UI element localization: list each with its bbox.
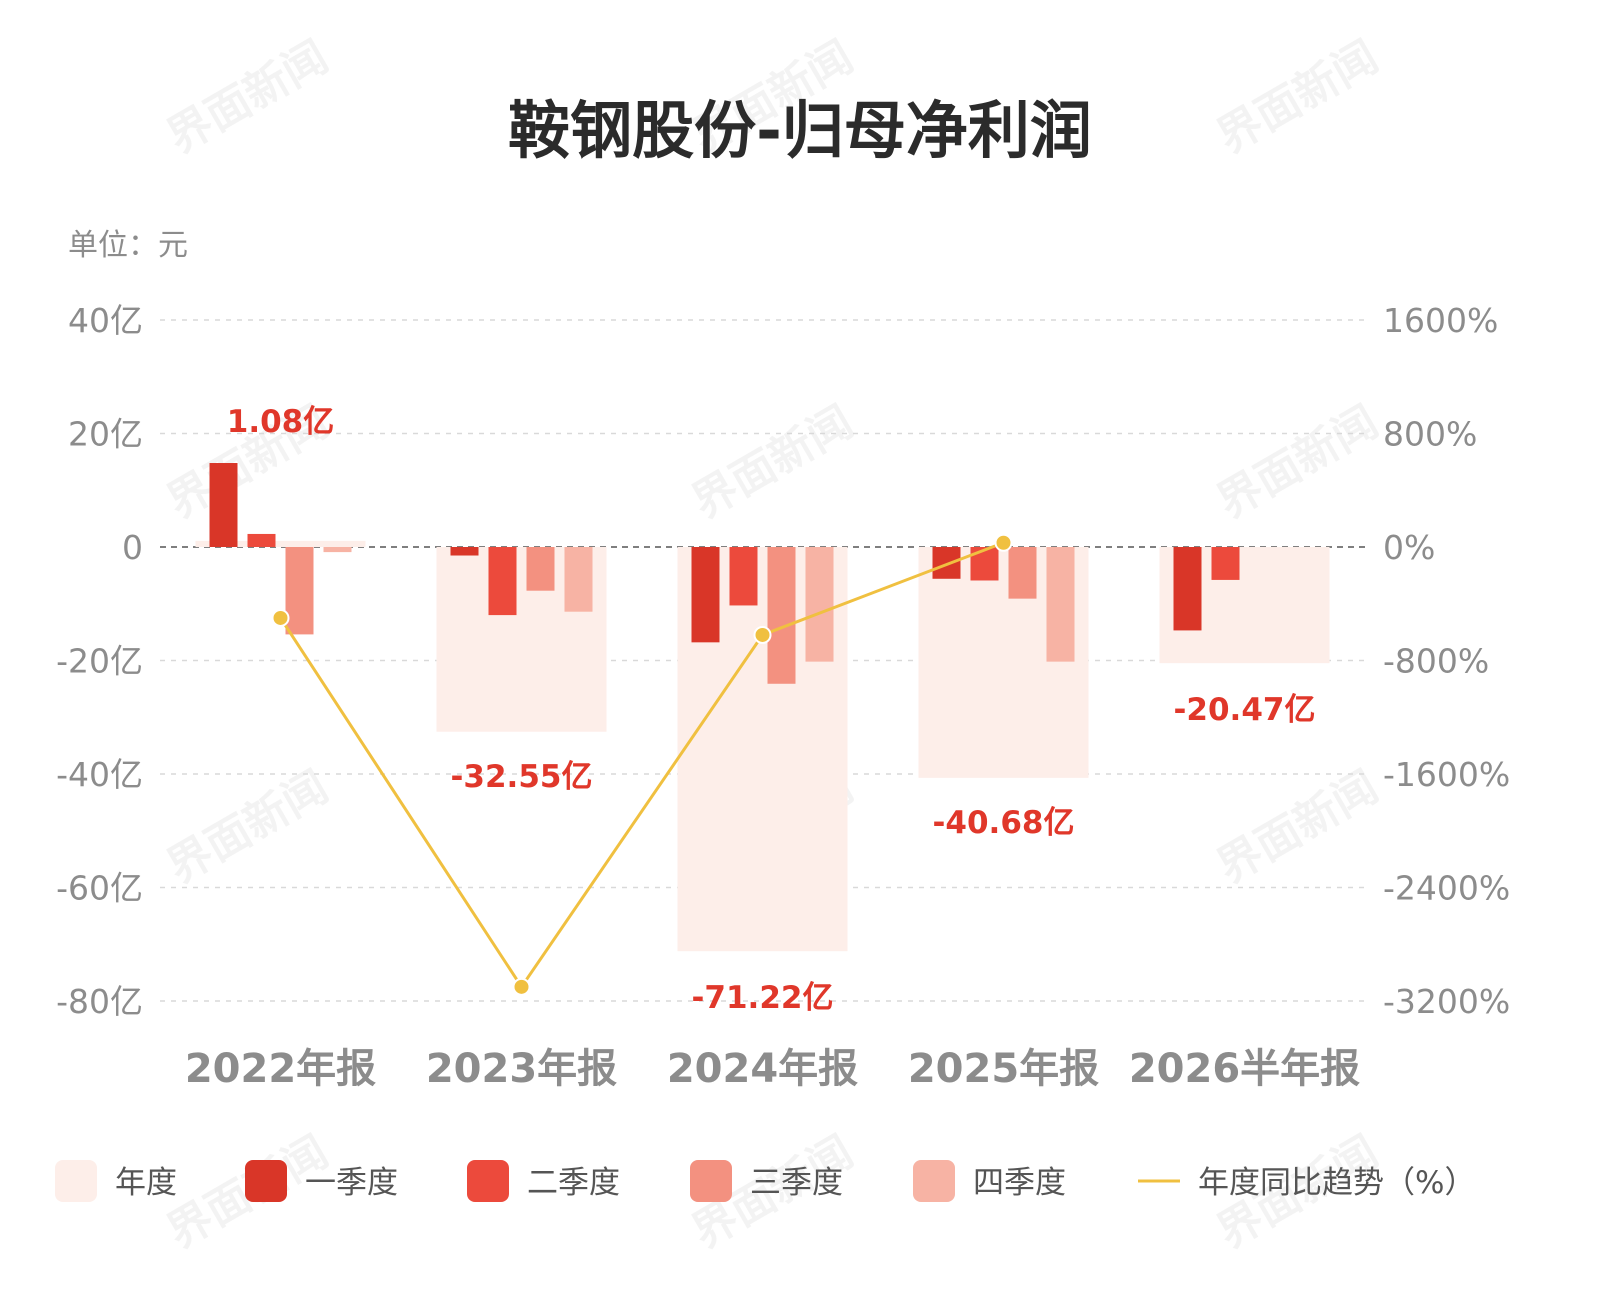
quarter-bar-q3	[285, 547, 314, 635]
quarter-bars	[209, 463, 1240, 684]
watermark-4: 界面新闻	[684, 396, 862, 528]
quarter-bar-q1	[932, 547, 961, 579]
y-left-tick: -20亿	[56, 642, 143, 681]
legend-label: 年度同比趋势（%）	[1198, 1165, 1475, 1201]
quarter-bar-q1	[209, 463, 238, 547]
yoy-point	[753, 625, 772, 644]
y-right-tick: 1600%	[1383, 301, 1498, 340]
watermark-8: 界面新闻	[1209, 761, 1387, 893]
annual-value-label: 1.08亿	[227, 404, 335, 440]
y-right-tick: 0%	[1383, 528, 1435, 567]
yoy-point	[271, 608, 290, 627]
annual-value-label: -32.55亿	[451, 759, 593, 795]
legend-swatch	[913, 1160, 955, 1202]
y-left-tick: -40亿	[56, 755, 143, 794]
chart-labels: 40亿 1600% 20亿 800% 0 0% -20亿 -800% -40亿 -1600% -60…	[56, 301, 1510, 1092]
y-left-tick: -80亿	[56, 982, 143, 1021]
quarter-bar-q4	[805, 547, 834, 662]
quarter-bar-q2	[970, 547, 999, 581]
watermark-0: 界面新闻	[159, 31, 337, 163]
y-right-tick: -800%	[1383, 642, 1489, 681]
quarter-bar-q3	[1008, 547, 1037, 599]
annual-value-label: -20.47亿	[1174, 692, 1316, 728]
legend-label: 年度	[115, 1165, 177, 1201]
y-left-tick: 0	[122, 528, 143, 567]
quarter-bar-q4	[1046, 547, 1075, 662]
quarter-bar-q3	[526, 547, 555, 591]
yoy-point	[994, 533, 1013, 552]
watermark-6: 界面新闻	[159, 761, 337, 893]
watermark-5: 界面新闻	[1209, 396, 1387, 528]
watermark-2: 界面新闻	[1209, 31, 1387, 163]
quarter-bar-q1	[1173, 547, 1202, 631]
quarter-bar-q1	[691, 547, 720, 643]
x-category-label: 2025年报	[908, 1046, 1099, 1092]
legend: 年度 一季度 二季度 三季度 四季度 年度同比趋势（%）	[55, 1160, 1475, 1202]
yoy-trend-line	[279, 541, 1005, 990]
quarter-bar-q1	[450, 547, 479, 556]
chart-title: 鞍钢股份-归母净利润	[508, 94, 1092, 167]
quarter-bar-q2	[729, 547, 758, 606]
yoy-line	[271, 533, 1013, 996]
y-left-tick: 40亿	[68, 301, 143, 340]
legend-swatch	[55, 1160, 97, 1202]
legend-label: 四季度	[973, 1165, 1066, 1201]
legend-label: 三季度	[750, 1165, 843, 1201]
y-right-tick: 800%	[1383, 415, 1477, 454]
x-category-label: 2026半年报	[1129, 1046, 1360, 1092]
y-left-tick: -60亿	[56, 869, 143, 908]
y-right-tick: -2400%	[1383, 869, 1510, 908]
legend-swatch	[245, 1160, 287, 1202]
quarter-bar-q4	[564, 547, 593, 612]
x-category-label: 2024年报	[667, 1046, 858, 1092]
quarter-bar-q3	[767, 547, 796, 684]
x-category-label: 2023年报	[426, 1046, 617, 1092]
quarter-bar-q2	[247, 533, 276, 547]
quarter-bar-q4	[323, 547, 352, 553]
yoy-point	[512, 977, 531, 996]
x-category-label: 2022年报	[185, 1046, 376, 1092]
annual-value-label: -40.68亿	[933, 805, 1075, 841]
unit-label: 单位：元	[68, 228, 188, 263]
legend-label: 一季度	[305, 1165, 398, 1201]
quarter-bar-q2	[1211, 547, 1240, 580]
annual-bar	[195, 540, 366, 547]
quarter-bar-q2	[488, 547, 517, 616]
y-right-tick: -3200%	[1383, 982, 1510, 1021]
y-right-tick: -1600%	[1383, 755, 1510, 794]
y-left-tick: 20亿	[68, 415, 143, 454]
legend-swatch	[467, 1160, 509, 1202]
annual-value-label: -71.22亿	[692, 980, 834, 1016]
legend-swatch	[690, 1160, 732, 1202]
legend-label: 二季度	[527, 1165, 620, 1201]
